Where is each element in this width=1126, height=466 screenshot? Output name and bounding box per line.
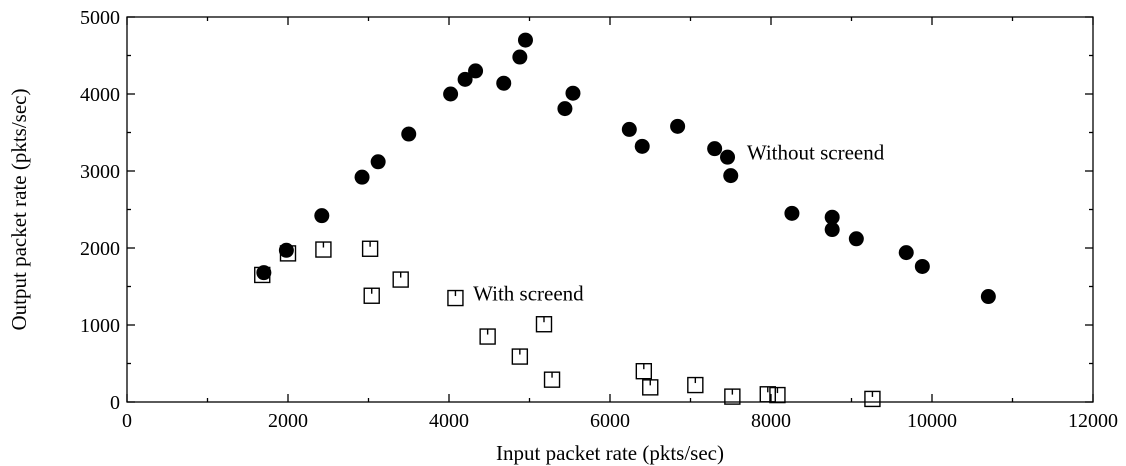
data-point-with-screend xyxy=(254,266,271,284)
data-point-without-screend xyxy=(443,86,459,102)
x-tick-label: 10000 xyxy=(907,410,957,432)
data-point-with-screend xyxy=(315,241,332,258)
x-tick-label: 0 xyxy=(122,410,132,432)
data-point-without-screend xyxy=(784,205,800,221)
data-point-without-screend xyxy=(720,149,736,165)
data-point-with-screend xyxy=(724,388,741,405)
data-point-without-screend xyxy=(401,126,417,142)
data-point-without-screend xyxy=(256,265,272,281)
y-tick-label: 2000 xyxy=(80,238,120,260)
data-point-without-screend xyxy=(723,168,739,184)
data-point-without-screend xyxy=(468,63,484,79)
axis-ticks: 0 2000 4000 6000 8000 10000 12000 0 1000 2000 3000… xyxy=(80,7,1118,432)
data-point-without-screend xyxy=(621,121,637,137)
data-point-with-screend xyxy=(363,287,380,304)
data-point-with-screend xyxy=(543,371,561,388)
data-point-without-screend xyxy=(557,101,573,117)
data-point-without-screend xyxy=(517,32,533,48)
plot-border xyxy=(126,16,1094,403)
plot-frame xyxy=(126,16,1094,403)
data-point-without-screend xyxy=(457,71,473,87)
y-tick-label: 1000 xyxy=(80,315,120,337)
data-points xyxy=(254,32,996,408)
data-point-with-screend xyxy=(479,328,496,345)
data-point-without-screend xyxy=(370,154,386,170)
data-point-without-screend xyxy=(707,141,723,157)
data-point-without-screend xyxy=(898,245,914,261)
data-point-without-screend xyxy=(634,138,650,154)
annotation-without-screend: Without screend xyxy=(747,140,885,164)
data-point-with-screend xyxy=(447,289,464,307)
data-point-with-screend xyxy=(864,390,881,408)
data-point-with-screend xyxy=(535,316,553,333)
data-point-with-screend xyxy=(687,376,704,394)
data-point-with-screend xyxy=(361,240,379,257)
data-point-without-screend xyxy=(314,208,330,224)
data-point-with-screend xyxy=(279,245,297,262)
y-tick-label: 3000 xyxy=(80,161,120,183)
data-point-without-screend xyxy=(496,75,512,91)
x-tick-label: 12000 xyxy=(1068,410,1118,432)
data-point-without-screend xyxy=(848,231,864,247)
x-tick-label: 6000 xyxy=(590,410,630,432)
data-point-without-screend xyxy=(914,258,930,274)
y-axis-label: Output packet rate (pkts/sec) xyxy=(7,89,31,331)
data-point-with-screend xyxy=(769,386,786,404)
data-point-with-screend xyxy=(511,348,529,365)
data-point-with-screend xyxy=(392,271,409,288)
data-point-without-screend xyxy=(824,209,840,225)
x-tick-label: 2000 xyxy=(268,410,308,432)
data-point-without-screend xyxy=(354,169,370,185)
annotation-with-screend: With screend xyxy=(473,281,584,305)
data-point-without-screend xyxy=(565,85,581,101)
x-axis-label: Input packet rate (pkts/sec) xyxy=(496,441,724,465)
x-tick-label: 4000 xyxy=(429,410,469,432)
data-point-without-screend xyxy=(670,118,686,134)
data-point-without-screend xyxy=(980,289,996,305)
y-tick-label: 4000 xyxy=(80,84,120,106)
data-point-without-screend xyxy=(512,49,528,65)
data-point-with-screend xyxy=(759,386,776,403)
y-tick-label: 5000 xyxy=(80,7,120,29)
y-tick-label: 0 xyxy=(110,392,120,414)
x-tick-label: 8000 xyxy=(751,410,791,432)
data-point-with-screend xyxy=(635,363,653,380)
data-point-with-screend xyxy=(642,379,659,396)
data-point-without-screend xyxy=(824,222,840,238)
